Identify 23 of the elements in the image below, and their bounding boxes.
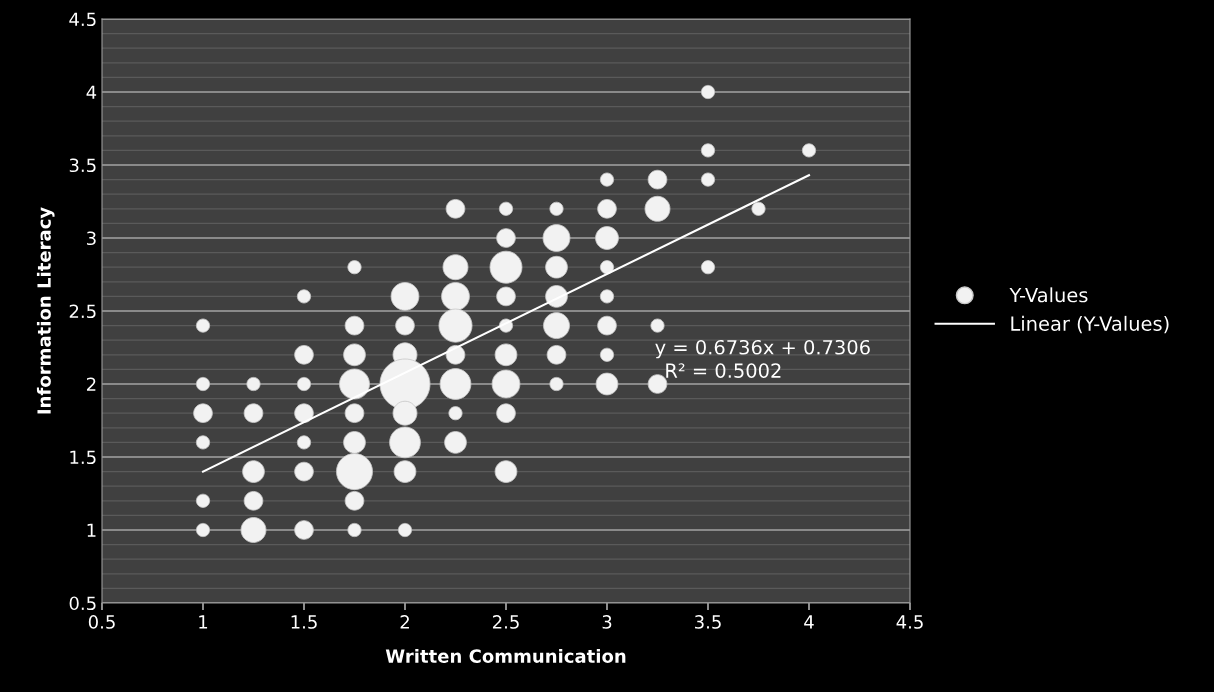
y-axis-title: Information Literacy	[36, 207, 55, 414]
y-tick-label: 2.5	[69, 304, 96, 319]
y-tick-label: 1.5	[70, 450, 96, 465]
y-tick-label: 4.5	[69, 12, 96, 27]
x-tick-label: 1	[199, 615, 208, 629]
x-tick-label: 1.5	[291, 615, 317, 629]
x-tick-label: 2	[400, 615, 409, 629]
x-tick-label: 2.5	[492, 615, 519, 629]
x-tick-label: 3.5	[695, 615, 721, 629]
x-tick-label: 3	[602, 615, 612, 629]
annotation: y = 0.6736x + 0.7306	[655, 339, 870, 359]
y-tick-label: 0.5	[69, 596, 96, 611]
y-tick-label: 3	[87, 231, 96, 246]
y-tick-label: 1	[87, 523, 96, 537]
y-tick-label: 3.5	[69, 158, 96, 173]
x-tick-label: 4	[804, 615, 814, 629]
x-tick-label: 4.5	[896, 615, 923, 629]
legend-label: Y-Values	[1009, 287, 1088, 303]
x-axis-title: Written Communication	[385, 648, 626, 663]
y-tick-label: 4	[86, 85, 97, 99]
annotation: R² = 0.5002	[666, 363, 781, 378]
legend-label: Linear (Y-Values)	[1011, 315, 1169, 334]
y-tick-label: 2	[86, 377, 96, 391]
